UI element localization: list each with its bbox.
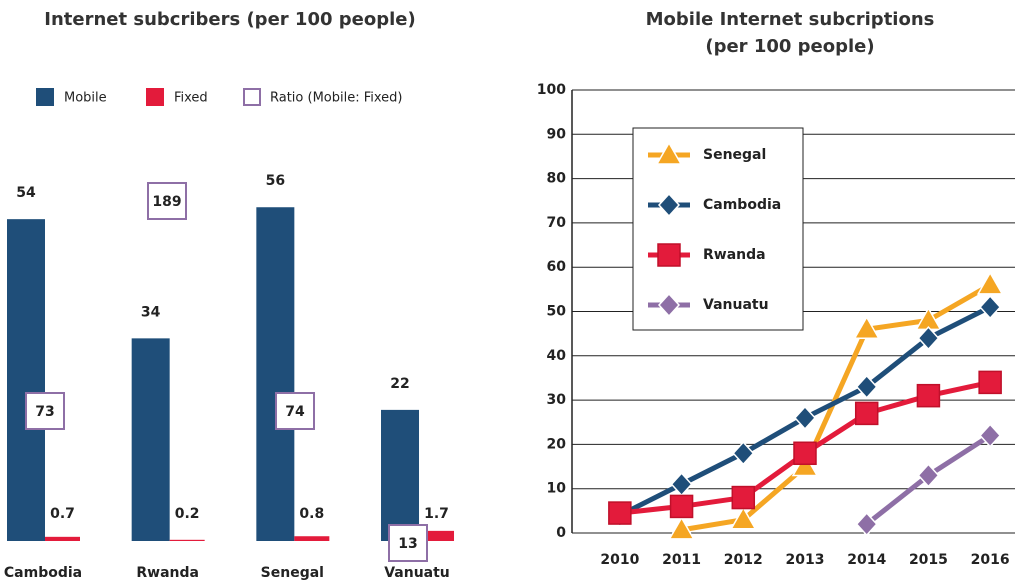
legend-label: Senegal (703, 147, 766, 163)
marker (854, 401, 879, 426)
ratio-label: 74 (285, 404, 305, 420)
x-tick-label: Senegal (261, 565, 324, 581)
x-tick-label: 2011 (662, 552, 701, 568)
value-label: 54 (16, 185, 36, 201)
y-tick-label: 30 (547, 392, 567, 408)
marker (655, 141, 683, 165)
value-label: 0.7 (50, 506, 75, 522)
marker (657, 243, 681, 267)
bar (7, 219, 45, 541)
marker (917, 463, 940, 488)
y-tick-label: 60 (547, 259, 567, 275)
legend-label: Mobile (64, 91, 107, 106)
marker (731, 485, 756, 510)
marker (670, 472, 693, 497)
x-tick-label: 2013 (786, 552, 825, 568)
value-label: 1.7 (424, 506, 449, 522)
marker (855, 374, 878, 399)
marker (732, 441, 755, 466)
x-tick-label: Rwanda (136, 565, 199, 581)
legend-label: Fixed (174, 91, 208, 106)
value-label: 0.2 (175, 506, 200, 522)
marker (979, 294, 1002, 320)
marker (917, 325, 940, 351)
y-tick-label: 80 (547, 171, 567, 187)
value-label: 22 (390, 376, 409, 392)
bar (419, 530, 455, 541)
ratio-box (147, 182, 187, 220)
bar (294, 536, 330, 541)
value-label: 0.8 (299, 506, 324, 522)
x-tick-label: 2010 (600, 552, 639, 568)
value-label: 34 (141, 304, 161, 320)
bar (45, 536, 80, 541)
legend-swatch (36, 88, 54, 106)
x-tick-label: 2012 (724, 552, 763, 568)
ratio-box (275, 392, 315, 430)
marker (976, 271, 1004, 295)
x-tick-label: Vanuatu (384, 565, 450, 581)
marker (669, 494, 694, 519)
y-tick-label: 0 (556, 525, 566, 541)
x-tick-label: 2014 (847, 552, 886, 568)
marker (668, 516, 695, 540)
y-tick-label: 100 (537, 82, 566, 98)
marker (657, 292, 681, 318)
ratio-label: 189 (152, 194, 181, 210)
legend-swatch (146, 88, 164, 106)
marker (793, 405, 817, 430)
y-tick-label: 40 (547, 348, 567, 364)
bar (169, 539, 205, 541)
marker (979, 423, 1002, 448)
marker (853, 315, 881, 339)
marker (978, 370, 1002, 395)
legend-label: Cambodia (703, 197, 781, 213)
ratio-box (388, 524, 428, 562)
chart-subtitle: (per 100 people) (705, 36, 874, 57)
x-tick-label: 2016 (971, 552, 1010, 568)
marker (793, 441, 817, 466)
bar (256, 207, 295, 542)
y-tick-label: 70 (547, 215, 567, 231)
bar (381, 409, 420, 541)
y-tick-label: 10 (547, 481, 567, 497)
marker (729, 506, 757, 530)
ratio-box (25, 392, 65, 430)
marker (855, 512, 878, 537)
marker (791, 453, 819, 477)
chart-title: Internet subcribers (per 100 people) (44, 9, 415, 30)
legend-swatch (243, 88, 261, 106)
y-tick-label: 20 (547, 436, 567, 452)
y-tick-label: 90 (547, 126, 567, 142)
value-label: 56 (266, 173, 285, 189)
x-tick-label: Cambodia (4, 565, 82, 581)
series-line (681, 282, 992, 533)
x-tick-label: 2015 (909, 552, 948, 568)
marker (608, 501, 632, 525)
bar (131, 338, 170, 541)
ratio-label: 13 (398, 536, 417, 552)
chart-title: Mobile Internet subcriptions (646, 9, 935, 30)
legend-label: Rwanda (703, 247, 766, 263)
marker (916, 383, 941, 408)
y-tick-label: 50 (547, 304, 567, 320)
marker (657, 192, 681, 218)
legend-label: Vanuatu (703, 297, 769, 313)
ratio-label: 73 (35, 404, 54, 420)
legend-label: Ratio (Mobile: Fixed) (270, 91, 403, 106)
